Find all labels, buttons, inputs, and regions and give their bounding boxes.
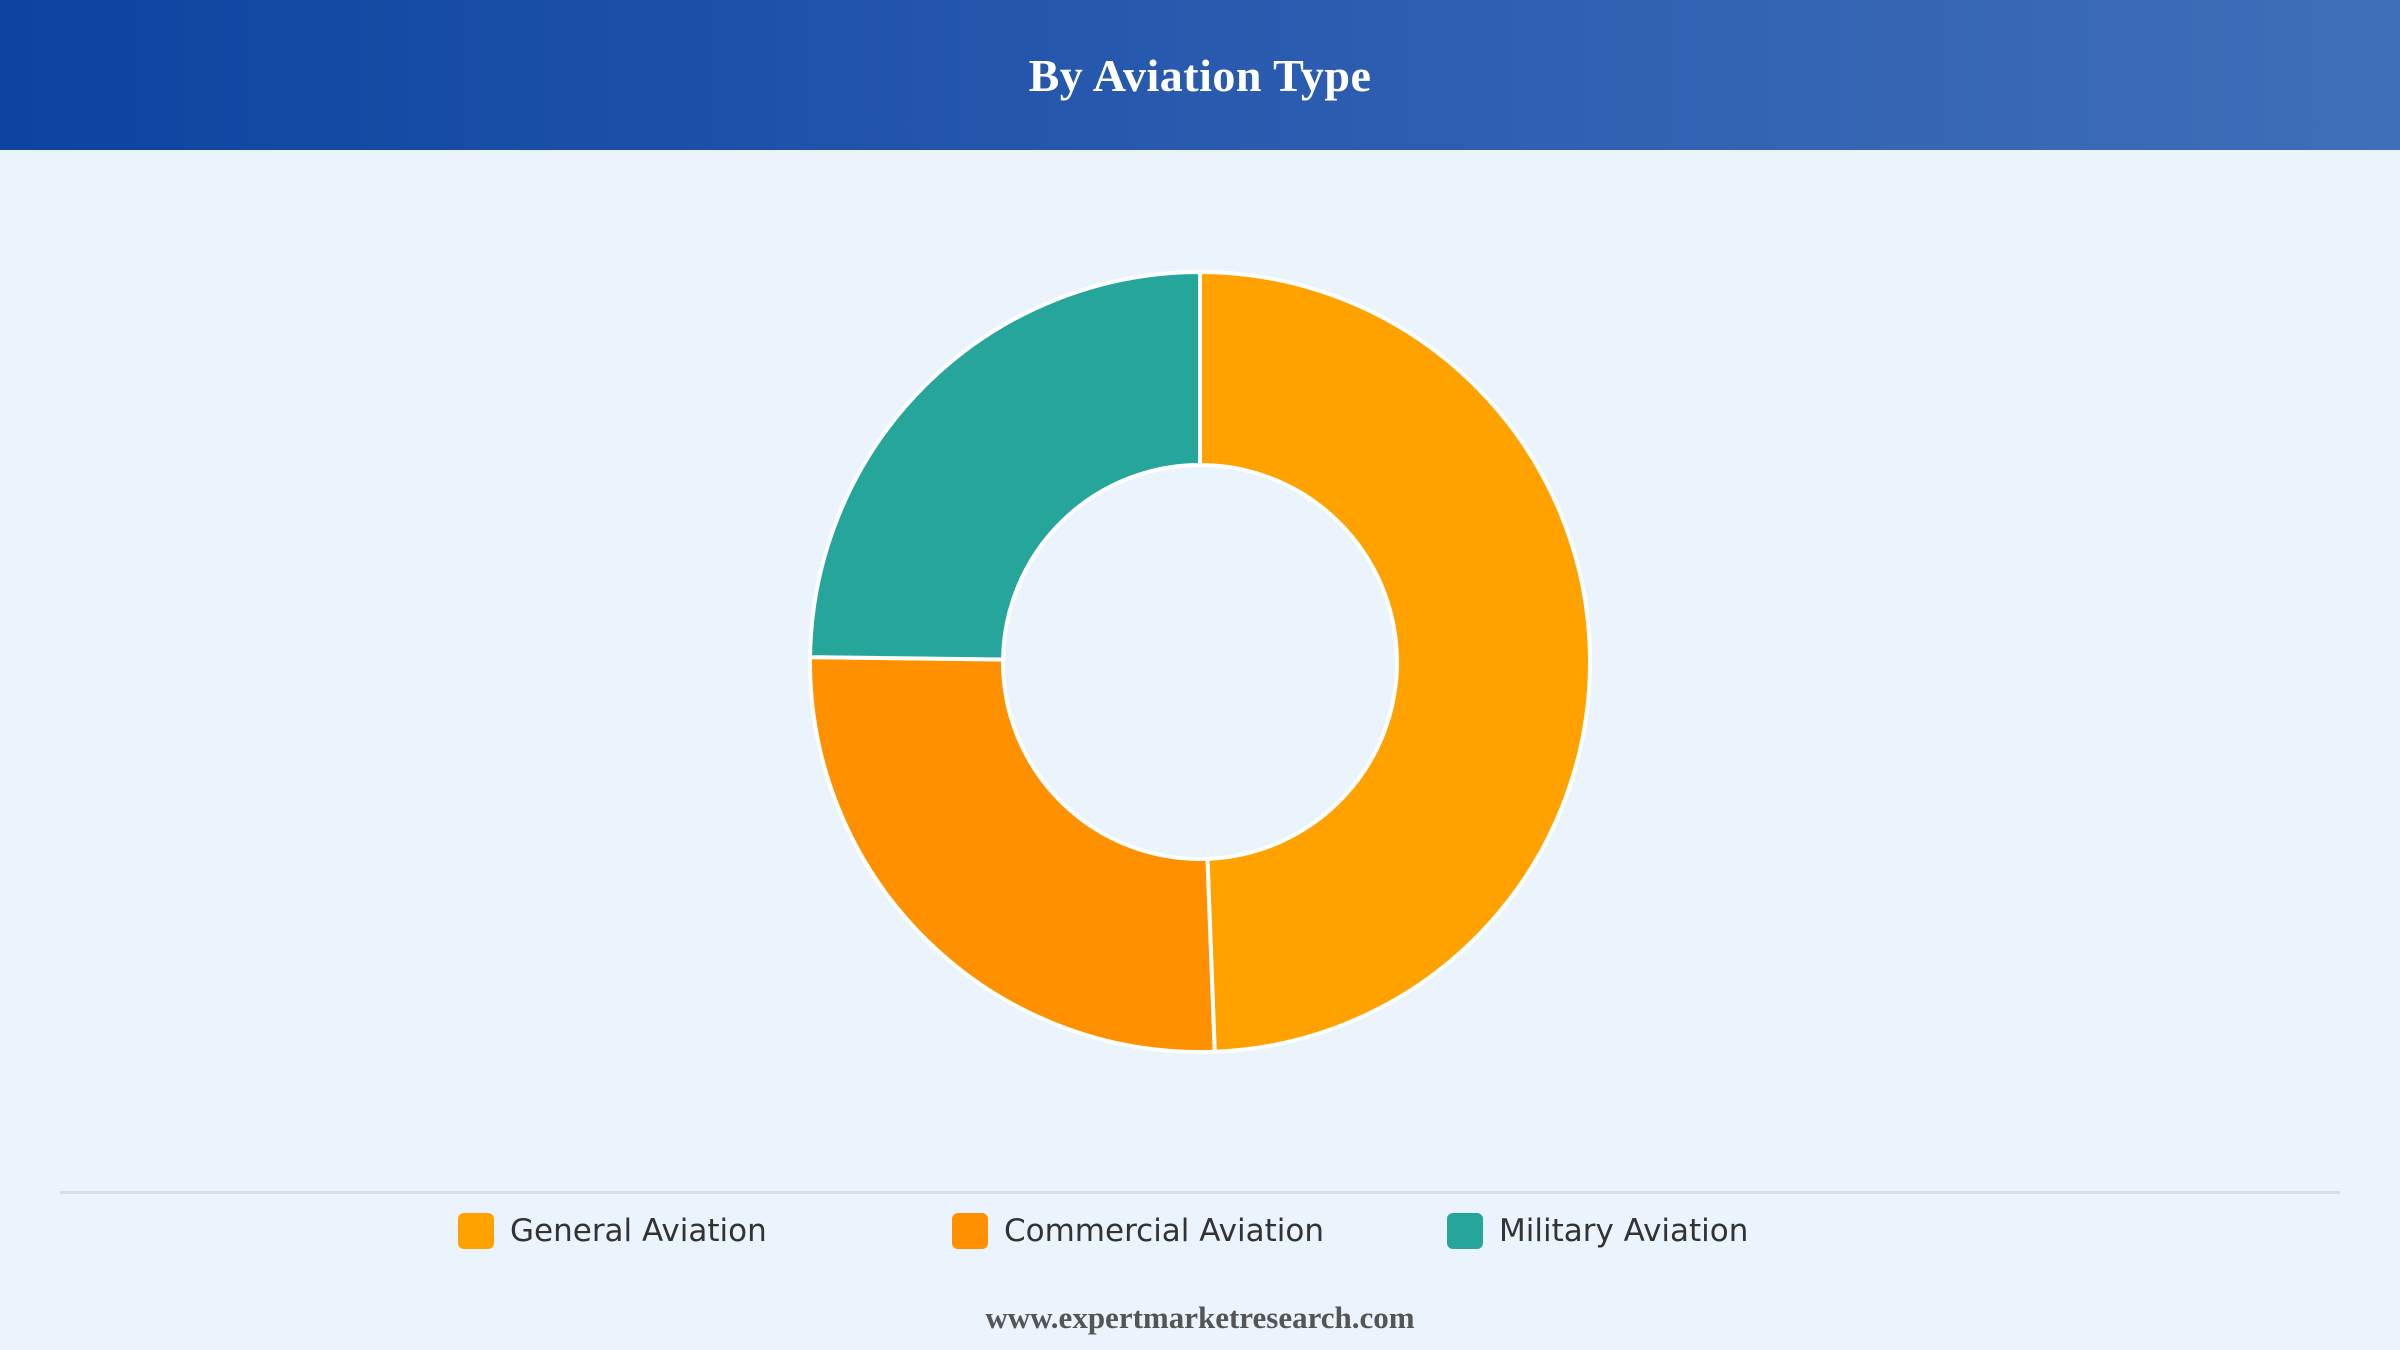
chart-title: By Aviation Type xyxy=(1028,49,1372,101)
legend-item-commercial-aviation[interactable]: Commercial Aviation xyxy=(952,1205,1324,1257)
legend-item-military-aviation[interactable]: Military Aviation xyxy=(1447,1205,1748,1257)
chart-legend: General Aviation Commercial Aviation Mil… xyxy=(0,1205,2400,1257)
donut-chart xyxy=(808,270,1592,1054)
donut-slice-general-aviation[interactable] xyxy=(1198,270,1592,1054)
legend-label-general-aviation: General Aviation xyxy=(510,1213,767,1249)
legend-label-military-aviation: Military Aviation xyxy=(1499,1213,1749,1249)
legend-divider xyxy=(60,1191,2340,1194)
donut-slice-commercial-aviation[interactable] xyxy=(808,655,1217,1054)
chart-header: By Aviation Type xyxy=(0,0,2400,150)
donut-slice-military-aviation[interactable] xyxy=(808,270,1202,662)
legend-swatch-military-aviation xyxy=(1447,1213,1483,1249)
legend-swatch-commercial-aviation xyxy=(952,1213,988,1249)
source-url: www.expertmarketresearch.com xyxy=(985,1300,1415,1335)
legend-swatch-general-aviation xyxy=(458,1213,494,1249)
legend-item-general-aviation[interactable]: General Aviation xyxy=(458,1205,767,1257)
legend-label-commercial-aviation: Commercial Aviation xyxy=(1004,1213,1324,1249)
chart-area xyxy=(0,150,2400,1190)
